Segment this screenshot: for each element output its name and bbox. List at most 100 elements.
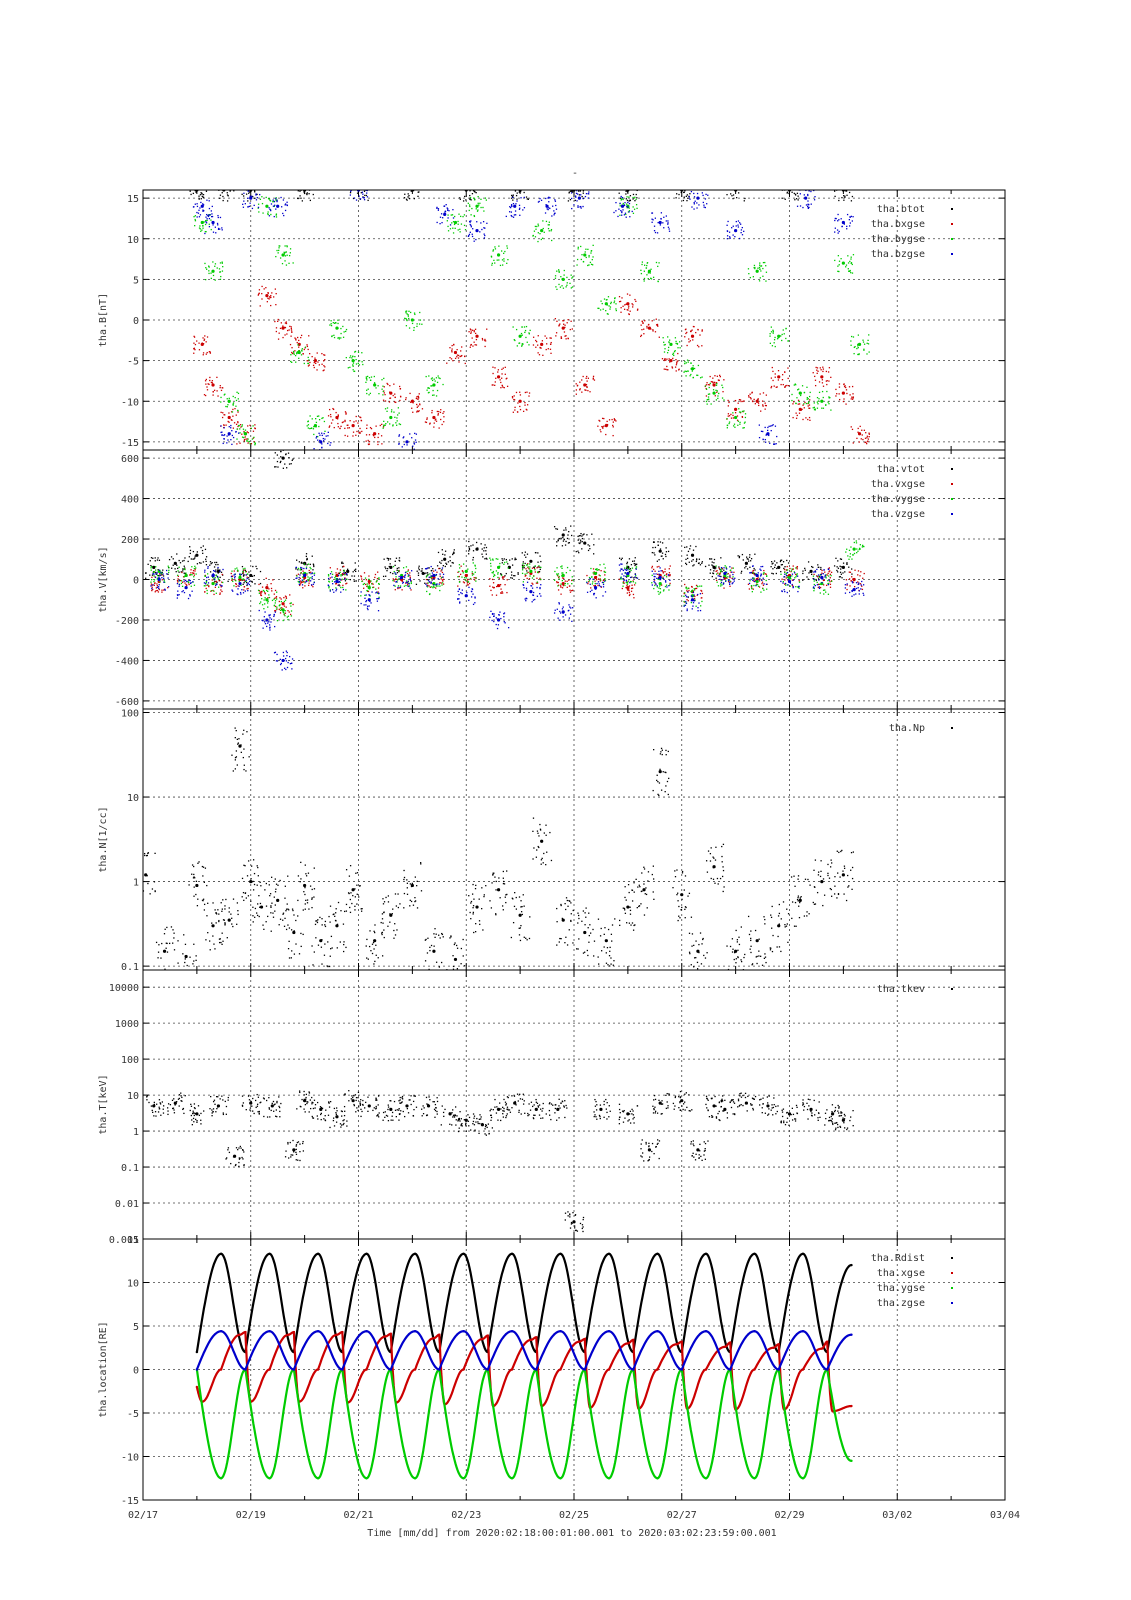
data-point	[330, 323, 332, 325]
data-point	[472, 559, 474, 561]
data-point	[432, 415, 436, 420]
data-point	[352, 362, 355, 364]
data-point	[435, 587, 437, 589]
data-point	[473, 240, 475, 242]
data-point	[715, 382, 718, 384]
data-point	[562, 287, 565, 289]
data-point	[624, 212, 627, 214]
data-point	[193, 348, 195, 350]
data-point	[490, 589, 492, 592]
data-point	[502, 559, 504, 562]
data-point	[469, 231, 471, 233]
data-point	[427, 578, 429, 581]
series-bxgse	[193, 285, 870, 446]
data-point	[851, 576, 853, 578]
data-point	[659, 591, 662, 593]
data-point	[494, 384, 496, 386]
data-point	[239, 424, 242, 426]
data-point	[234, 573, 236, 575]
data-point	[763, 571, 765, 574]
data-point	[398, 452, 399, 453]
data-point	[418, 184, 419, 185]
data-point	[526, 187, 527, 188]
data-point	[507, 567, 509, 569]
data-point	[243, 586, 245, 588]
data-point	[269, 626, 271, 628]
data-point	[809, 419, 811, 421]
data-point	[819, 586, 822, 589]
data-point	[548, 224, 550, 226]
data-point	[795, 198, 798, 200]
data-point	[662, 222, 664, 224]
y-tick-label: 5	[133, 275, 139, 286]
data-point	[865, 441, 867, 443]
data-point	[787, 377, 789, 380]
data-point	[342, 562, 344, 564]
data-point	[194, 190, 196, 192]
data-point	[557, 573, 560, 575]
data-point	[513, 214, 516, 216]
data-point	[858, 548, 860, 551]
data-point	[473, 341, 475, 343]
data-point	[744, 416, 747, 419]
data-point	[260, 601, 262, 603]
data-point	[531, 577, 534, 579]
data-point	[222, 181, 223, 182]
data-point	[460, 215, 462, 218]
data-point	[442, 580, 444, 582]
data-point	[852, 578, 854, 580]
data-point	[582, 197, 584, 200]
data-point	[307, 579, 309, 582]
data-point	[625, 216, 627, 218]
data-point	[861, 434, 863, 436]
data-point	[346, 568, 349, 570]
data-point	[457, 576, 459, 578]
data-point	[554, 212, 556, 214]
data-point	[288, 463, 291, 465]
data-point	[531, 567, 534, 569]
data-point	[667, 346, 670, 349]
data-point	[203, 210, 205, 212]
data-point	[691, 370, 693, 372]
data-point	[762, 587, 764, 590]
data-point	[837, 265, 839, 267]
data-point	[398, 557, 401, 559]
data-point	[793, 401, 795, 403]
data-point	[449, 556, 451, 558]
data-point	[693, 598, 696, 600]
data-point	[276, 205, 278, 207]
data-point	[190, 558, 192, 560]
data-point	[795, 574, 798, 576]
data-point	[154, 560, 156, 562]
data-point	[244, 182, 245, 183]
data-point	[784, 566, 786, 568]
data-point	[231, 434, 233, 437]
data-point	[590, 587, 592, 589]
data-point	[599, 580, 601, 582]
data-point	[222, 442, 224, 445]
data-point	[306, 425, 308, 427]
data-point	[533, 575, 535, 577]
data-point	[273, 205, 276, 208]
data-point	[558, 324, 560, 326]
data-point	[420, 570, 422, 572]
data-point	[183, 572, 185, 574]
data-point	[418, 567, 420, 569]
data-point	[211, 562, 213, 564]
data-point	[690, 373, 692, 376]
data-point	[677, 347, 679, 349]
data-point	[290, 605, 292, 607]
data-point	[626, 205, 628, 208]
data-point	[187, 597, 190, 600]
data-point	[418, 397, 420, 399]
data-point	[341, 572, 344, 575]
data-point	[336, 418, 339, 420]
data-point	[668, 568, 670, 570]
data-point	[582, 180, 583, 181]
data-point	[640, 324, 642, 326]
data-point	[451, 351, 453, 353]
data-point	[849, 394, 851, 396]
data-point	[259, 570, 262, 573]
data-point	[452, 562, 454, 564]
data-point	[401, 446, 403, 448]
